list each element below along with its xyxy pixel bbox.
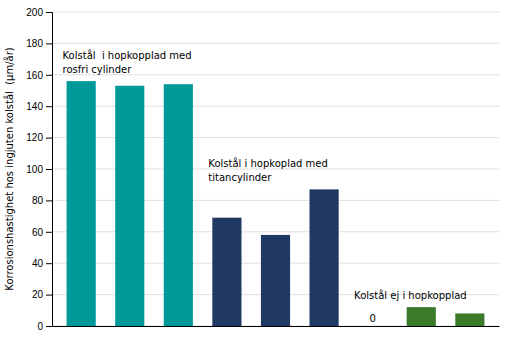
y-tick: 20 [32,289,52,300]
annotation-line: Kolstål i hopkoplad med [208,157,328,169]
y-tick-mark [46,169,52,170]
y-tick: 0 [37,321,52,332]
bar [455,313,484,326]
y-tick-label: 120 [26,132,43,143]
y-tick-mark [46,138,52,139]
y-tick: 40 [32,258,52,269]
y-tick-label: 80 [32,195,44,206]
y-tick-mark [46,75,52,76]
y-tick: 60 [32,227,52,238]
y-tick-label: 180 [26,38,43,49]
value-label: 0 [369,313,375,324]
annotation: Kolstål i hopkopplad med rosfri cylinder [63,49,192,75]
annotation: Kolstål i hopkoplad med titancylinder [208,157,328,183]
y-tick-label: 20 [32,289,44,300]
bar [310,189,339,326]
annotations: Kolstål i hopkopplad medrosfri cylinderK… [63,49,467,301]
y-tick-mark [46,106,52,107]
y-tick-label: 0 [37,321,43,332]
annotation-line: rosfri cylinder [63,64,133,75]
y-tick-label: 140 [26,101,43,112]
y-tick: 200 [26,7,52,18]
y-axis-title: Korrosionshastighet hos ingjuten kolstål… [3,47,15,290]
y-tick-mark [46,295,52,296]
annotation-line: Kolstål ej i hopkopplad [354,289,467,301]
annotation-line: Kolstål i hopkopplad med [63,49,192,61]
y-tick-mark [46,263,52,264]
y-tick-mark [46,200,52,201]
grid [52,12,499,326]
y-tick-mark [46,326,52,327]
grid-line [52,12,499,13]
bar [212,218,241,326]
y-tick-label: 160 [26,70,43,81]
bar [115,86,144,326]
bar [67,81,96,326]
bar [164,84,193,326]
y-tick-label: 40 [32,258,44,269]
y-tick: 120 [26,132,52,143]
y-tick-mark [46,12,52,13]
y-tick-label: 100 [26,164,43,175]
plot: 0 20 40 60 80 100 120 140 160 180 200 0 Kolstål i ho… [26,7,499,332]
x-axis-line [53,326,500,327]
y-tick: 180 [26,38,52,49]
bar [358,326,387,327]
bar [407,307,436,326]
chart: 0 20 40 60 80 100 120 140 160 180 200 0 Kolstål i ho… [0,0,511,340]
y-tick: 80 [32,195,52,206]
annotation-line: titancylinder [208,172,272,183]
y-tick: 160 [26,70,52,81]
y-tick-label: 200 [26,7,43,18]
annotation: Kolstål ej i hopkopplad [354,289,467,301]
y-axis: 0 20 40 60 80 100 120 140 160 180 200 [26,7,52,332]
grid-line [52,43,499,44]
y-tick-mark [46,43,52,44]
value-labels: 0 [369,313,375,324]
y-tick-mark [46,232,52,233]
y-tick: 100 [26,164,52,175]
y-tick-label: 60 [32,227,44,238]
y-axis-line [46,13,53,327]
bars [67,81,485,326]
y-tick: 140 [26,101,52,112]
bar [261,235,290,326]
